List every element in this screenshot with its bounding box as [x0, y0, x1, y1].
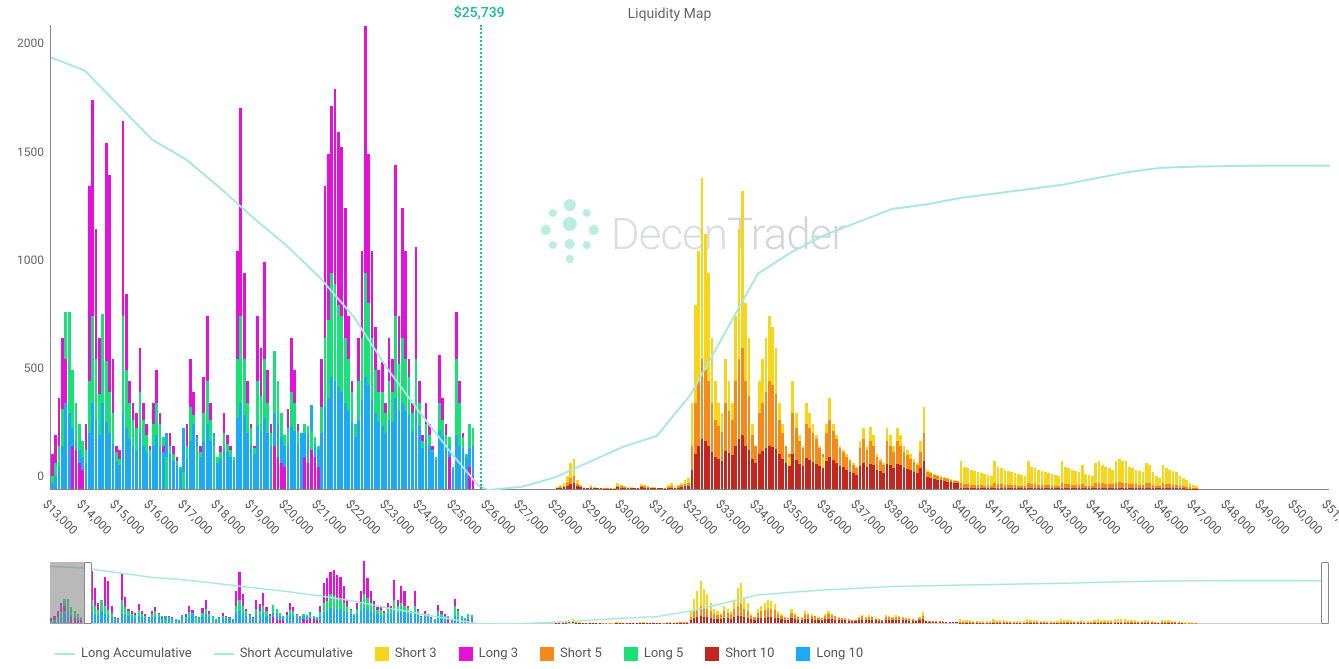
x-tick: $38,000	[882, 497, 922, 537]
y-tick: 1000	[17, 253, 44, 267]
x-tick: $23,000	[377, 497, 417, 537]
x-tick: $43,000	[1050, 497, 1090, 537]
x-tick: $36,000	[814, 497, 854, 537]
x-tick: $50,000	[1285, 497, 1325, 537]
legend-swatch	[705, 647, 719, 661]
x-tick: $15,000	[107, 497, 147, 537]
x-tick: $20,000	[276, 497, 316, 537]
x-tick: $17,000	[175, 497, 215, 537]
y-tick: 0	[37, 469, 44, 483]
x-tick: $34,000	[747, 497, 787, 537]
x-tick: $22,000	[343, 497, 383, 537]
x-tick: $49,000	[1252, 497, 1292, 537]
legend-swatch	[55, 653, 75, 655]
legend-label: Long 10	[816, 646, 863, 661]
y-tick: 500	[24, 361, 44, 375]
legend-item[interactable]: Short 3	[375, 646, 437, 661]
legend: Long Accumulative Short Accumulative Short…	[55, 646, 1329, 661]
x-tick: $37,000	[848, 497, 888, 537]
bars-layer	[51, 25, 1329, 489]
legend-label: Long Accumulative	[81, 646, 192, 661]
x-tick: $25,000	[444, 497, 484, 537]
legend-label: Short Accumulative	[240, 646, 353, 661]
legend-item[interactable]: Short Accumulative	[214, 646, 353, 661]
x-tick: $47,000	[1184, 497, 1224, 537]
x-tick: $16,000	[141, 497, 181, 537]
range-handle-right[interactable]	[1321, 562, 1329, 624]
x-tick: $40,000	[949, 497, 989, 537]
x-tick: $14,000	[74, 497, 114, 537]
liquidity-map-chart: Liquidity Map 0 500 1000 1500 2000 DecenTrad…	[0, 0, 1339, 669]
legend-item[interactable]: Short 10	[705, 646, 774, 661]
y-axis: 0 500 1000 1500 2000	[0, 25, 50, 490]
legend-item[interactable]: Long 3	[459, 646, 518, 661]
x-tick: $42,000	[1016, 497, 1056, 537]
legend-label: Short 3	[395, 646, 437, 661]
x-tick: $21,000	[309, 497, 349, 537]
x-tick: $18,000	[208, 497, 248, 537]
y-tick: 1500	[17, 145, 44, 159]
legend-label: Long 3	[479, 646, 518, 661]
main-plot-area[interactable]: DecenTrader $25,739	[50, 25, 1329, 490]
legend-swatch	[375, 647, 389, 661]
x-tick: $31,000	[646, 497, 686, 537]
x-tick: $45,000	[1117, 497, 1157, 537]
legend-swatch	[796, 647, 810, 661]
x-tick: $19,000	[242, 497, 282, 537]
x-axis: $13,000$14,000$15,000$16,000$17,000$18,0…	[50, 493, 1329, 548]
legend-swatch	[214, 653, 234, 655]
legend-label: Short 5	[560, 646, 602, 661]
legend-item[interactable]: Short 5	[540, 646, 602, 661]
price-marker-label: $25,739	[454, 5, 505, 21]
x-tick: $28,000	[545, 497, 585, 537]
x-tick: $44,000	[1083, 497, 1123, 537]
x-tick: $29,000	[579, 497, 619, 537]
range-selector[interactable]	[50, 562, 1329, 624]
legend-label: Short 10	[725, 646, 774, 661]
x-tick: $33,000	[713, 497, 753, 537]
x-tick: $27,000	[511, 497, 551, 537]
x-tick: $41,000	[983, 497, 1023, 537]
legend-swatch	[624, 647, 638, 661]
x-tick: $39,000	[915, 497, 955, 537]
x-tick: $26,000	[478, 497, 518, 537]
chart-title: Liquidity Map	[0, 0, 1339, 22]
x-tick: $32,000	[680, 497, 720, 537]
current-price-marker: $25,739	[480, 25, 482, 489]
legend-swatch	[459, 647, 473, 661]
x-tick: $46,000	[1151, 497, 1191, 537]
legend-item[interactable]: Long 5	[624, 646, 683, 661]
legend-swatch	[540, 647, 554, 661]
x-tick: $24,000	[410, 497, 450, 537]
x-tick: $13,000	[40, 497, 80, 537]
x-tick: $35,000	[781, 497, 821, 537]
range-handle-left[interactable]	[84, 562, 92, 624]
x-tick: $48,000	[1218, 497, 1258, 537]
legend-label: Long 5	[644, 646, 683, 661]
x-tick: $51,000	[1319, 497, 1339, 537]
x-tick: $30,000	[612, 497, 652, 537]
legend-item[interactable]: Long Accumulative	[55, 646, 192, 661]
legend-item[interactable]: Long 10	[796, 646, 863, 661]
y-tick: 2000	[17, 36, 44, 50]
